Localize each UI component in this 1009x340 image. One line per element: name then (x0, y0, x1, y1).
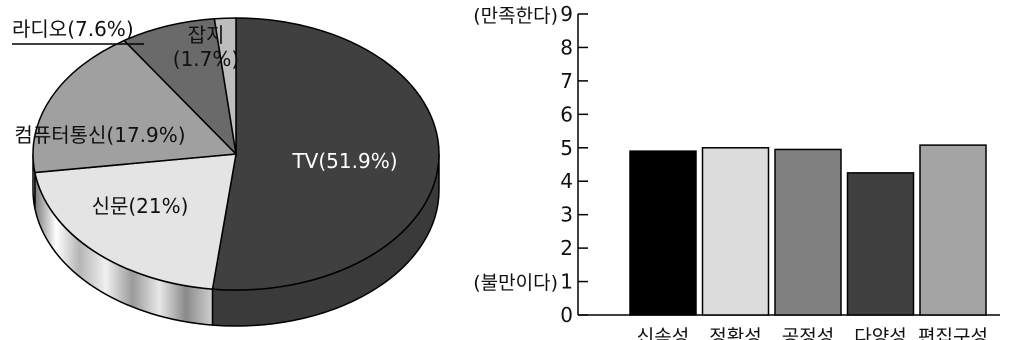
y-tick-label-6: 6 (560, 102, 573, 126)
pie-slice-4 (213, 17, 237, 155)
pie-label-1: 신문(21%) (92, 194, 189, 218)
y-tick-label-4: 4 (560, 169, 573, 193)
y-tick-label-1: 1 (560, 270, 573, 294)
y-tick-label-0: 0 (560, 303, 573, 327)
x-tick-label-0: 신속성 (637, 326, 689, 340)
x-tick-label-3: 다양성 (854, 326, 906, 340)
pie-slice-2 (32, 39, 238, 174)
bar-4 (919, 144, 987, 316)
y-bottom-label: (불만이다) (473, 272, 558, 294)
bar-2 (774, 148, 842, 316)
y-tick-label-8: 8 (560, 35, 573, 59)
pie-label-4: 잡지 (1.7%) (173, 23, 239, 71)
bar-3 (846, 172, 915, 316)
pie-chart: TV(51.9%) 신문(21%) 컴퓨터통신(17.9%) 라디오(7.6%) 잡지(… (12, 17, 440, 327)
y-tick-label-7: 7 (560, 69, 573, 93)
y-top-label: (만족한다) (473, 5, 558, 27)
pie-label-3: 라디오(7.6%) (12, 17, 134, 41)
y-tick-label-2: 2 (560, 236, 573, 260)
pie-label-2: 컴퓨터통신(17.9%) (14, 123, 185, 147)
pie-label-0: TV(51.9%) (291, 149, 397, 173)
pie-slice-0 (211, 17, 440, 291)
pie-slice-3 (122, 17, 238, 157)
x-tick-label-1: 정확성 (709, 326, 761, 340)
x-tick-label-4: 편집구성 (918, 326, 988, 340)
pie-slice-1 (33, 153, 237, 290)
y-tick-label-3: 3 (560, 203, 573, 227)
bar-1 (701, 147, 770, 316)
bar-0 (629, 150, 697, 316)
y-tick-label-9: 9 (560, 2, 573, 26)
x-tick-label-2: 공정성 (782, 326, 834, 340)
y-tick-label-5: 5 (560, 136, 573, 160)
